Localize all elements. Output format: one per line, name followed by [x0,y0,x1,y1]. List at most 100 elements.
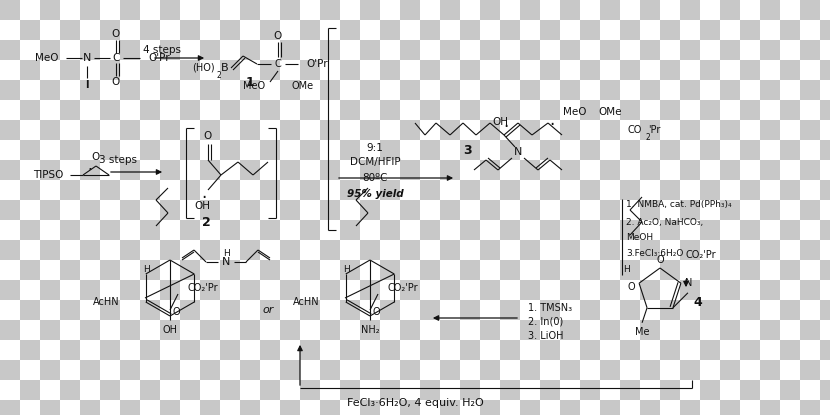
Bar [160,60,180,80]
Text: 2: 2 [646,132,651,142]
Bar [120,260,140,280]
Bar [0,280,20,300]
Bar [500,400,520,415]
Bar [220,260,240,280]
Bar [180,340,200,360]
Bar [100,300,120,320]
Bar [700,160,720,180]
Bar [580,120,600,140]
Bar [640,200,660,220]
Bar [80,120,100,140]
Bar [480,60,500,80]
Bar [560,80,580,100]
Bar [640,280,660,300]
Bar [340,300,360,320]
Bar [620,240,640,260]
Text: I: I [85,80,89,90]
Bar [740,280,760,300]
Bar [720,200,740,220]
Bar [0,340,20,360]
Bar [560,260,580,280]
Bar [580,40,600,60]
Bar [620,20,640,40]
Bar [140,80,160,100]
Bar [620,400,640,415]
Bar [540,40,560,60]
Bar [560,60,580,80]
Text: 3 steps: 3 steps [99,155,137,165]
Bar [740,360,760,380]
Bar [0,0,20,20]
Text: C: C [275,59,281,69]
Bar [760,340,780,360]
Bar [260,380,280,400]
Text: OH: OH [492,117,508,127]
Bar [160,280,180,300]
Bar [280,40,300,60]
Text: ·: · [87,164,92,178]
Bar [460,200,480,220]
Bar [700,20,720,40]
Bar [160,100,180,120]
Bar [420,80,440,100]
Bar [460,220,480,240]
Bar [220,380,240,400]
Bar [380,360,400,380]
Bar [420,180,440,200]
Bar [500,0,520,20]
Bar [200,380,220,400]
Bar [40,280,60,300]
Bar [560,120,580,140]
Bar [620,140,640,160]
Bar [20,80,40,100]
Bar [600,40,620,60]
Text: 1. TMSN₃: 1. TMSN₃ [528,303,572,313]
Bar [740,0,760,20]
Bar [640,120,660,140]
Bar [120,180,140,200]
Bar [160,20,180,40]
Bar [320,280,340,300]
Bar [560,100,580,120]
Bar [40,140,60,160]
Bar [320,320,340,340]
Bar [340,180,360,200]
Bar [180,180,200,200]
Text: AcHN: AcHN [293,297,320,307]
Bar [400,200,420,220]
Bar [480,0,500,20]
Bar [180,200,200,220]
Bar [700,80,720,100]
Bar [740,40,760,60]
Bar [780,180,800,200]
Bar [600,120,620,140]
Bar [260,320,280,340]
Bar [540,160,560,180]
Bar [440,360,460,380]
Text: MeOH: MeOH [626,234,653,242]
Bar [140,380,160,400]
Bar [140,100,160,120]
Bar [340,340,360,360]
Bar [100,180,120,200]
Bar [160,340,180,360]
Bar [760,300,780,320]
Bar [680,240,700,260]
Bar [680,180,700,200]
Bar [260,400,280,415]
Bar [780,100,800,120]
Bar [700,180,720,200]
Bar [700,240,720,260]
Bar [680,400,700,415]
Bar [740,340,760,360]
Bar [340,160,360,180]
Bar [420,380,440,400]
Bar [60,180,80,200]
Bar [280,400,300,415]
Bar [120,40,140,60]
Bar [500,180,520,200]
Bar [640,140,660,160]
Bar [260,120,280,140]
Bar [440,300,460,320]
Bar [460,120,480,140]
